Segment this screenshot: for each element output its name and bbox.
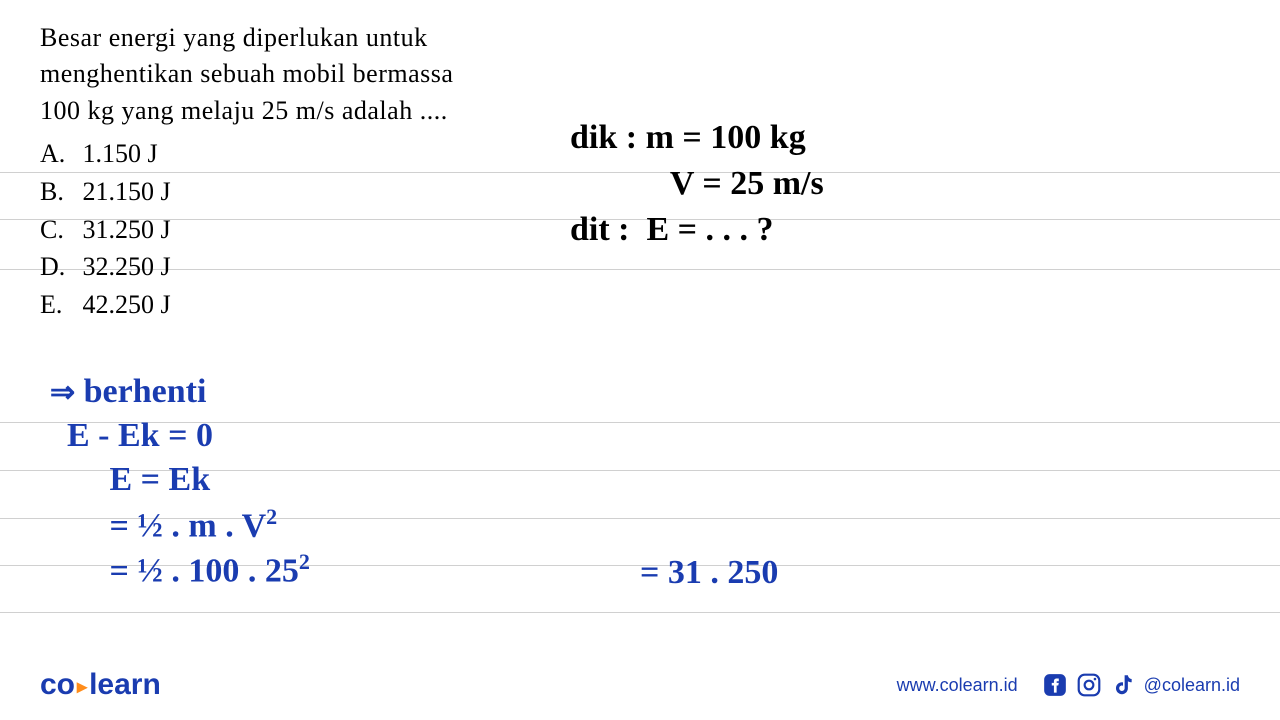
given-line-1: dik : m = 100 kg	[570, 115, 824, 161]
sol-line-2: E - Ek = 0	[50, 414, 310, 458]
facebook-icon	[1042, 672, 1068, 698]
option-a: A. 1.150 J	[40, 135, 480, 173]
eq-energy-balance: E - Ek = 0	[67, 417, 213, 454]
option-letter: C.	[40, 211, 76, 249]
footer-right: www.colearn.id @colearn.id	[897, 672, 1240, 698]
eq-e-equals-ek: E = Ek	[101, 461, 210, 498]
option-value: 42.250 J	[83, 290, 171, 319]
eq-kinetic-formula: = ½ . m . V	[101, 507, 266, 544]
tiktok-icon	[1110, 672, 1136, 698]
asked-eq: E = . . . ?	[647, 211, 774, 248]
eq-substitution: = ½ . 100 . 25	[101, 552, 299, 589]
option-e: E. 42.250 J	[40, 286, 480, 324]
result-value: = 31 . 250	[640, 554, 778, 592]
website-url: www.colearn.id	[897, 675, 1018, 696]
exponent-2: 2	[266, 504, 277, 529]
option-value: 21.150 J	[83, 177, 171, 206]
handwriting-solution: ⇒ berhenti E - Ek = 0 E = Ek = ½ . m . V…	[50, 370, 310, 594]
arrow-icon: ⇒	[50, 376, 75, 409]
asked-line: dit : E = . . . ?	[570, 207, 824, 253]
given-line-2: V = 25 m/s	[570, 161, 824, 207]
option-value: 31.250 J	[83, 215, 171, 244]
colearn-logo: co▸learn	[40, 668, 161, 702]
handwriting-given: dik : m = 100 kg V = 25 m/s dit : E = . …	[570, 115, 824, 253]
social-icons: @colearn.id	[1042, 672, 1240, 698]
options-list: A. 1.150 J B. 21.150 J C. 31.250 J D. 32…	[40, 135, 480, 323]
option-letter: B.	[40, 173, 76, 211]
option-value: 32.250 J	[83, 252, 171, 281]
page: Besar energi yang diperlukan untuk mengh…	[0, 0, 1280, 720]
question-block: Besar energi yang diperlukan untuk mengh…	[40, 20, 480, 324]
exponent-2: 2	[299, 549, 310, 574]
berhenti-label: berhenti	[84, 373, 207, 410]
dit-label: dit :	[570, 211, 630, 248]
instagram-icon	[1076, 672, 1102, 698]
sol-line-3: E = Ek	[50, 458, 310, 502]
mass-eq: m = 100 kg	[646, 119, 806, 156]
ruled-line	[0, 612, 1280, 613]
option-b: B. 21.150 J	[40, 173, 480, 211]
option-letter: D.	[40, 248, 76, 286]
logo-learn: learn	[89, 668, 161, 701]
social-handle: @colearn.id	[1144, 675, 1240, 696]
question-text: Besar energi yang diperlukan untuk mengh…	[40, 20, 480, 129]
footer: co▸learn www.colearn.id @colearn.id	[0, 650, 1280, 720]
option-d: D. 32.250 J	[40, 248, 480, 286]
sol-line-4: = ½ . m . V2	[50, 503, 310, 549]
option-letter: E.	[40, 286, 76, 324]
dik-label: dik :	[570, 119, 637, 156]
sol-line-5: = ½ . 100 . 252	[50, 548, 310, 594]
option-c: C. 31.250 J	[40, 211, 480, 249]
velocity-eq: V = 25 m/s	[670, 165, 824, 202]
option-letter: A.	[40, 135, 76, 173]
logo-co: co	[40, 668, 75, 701]
sol-line-1: ⇒ berhenti	[50, 370, 310, 414]
logo-dot-icon: ▸	[75, 676, 89, 698]
option-value: 1.150 J	[83, 139, 158, 168]
